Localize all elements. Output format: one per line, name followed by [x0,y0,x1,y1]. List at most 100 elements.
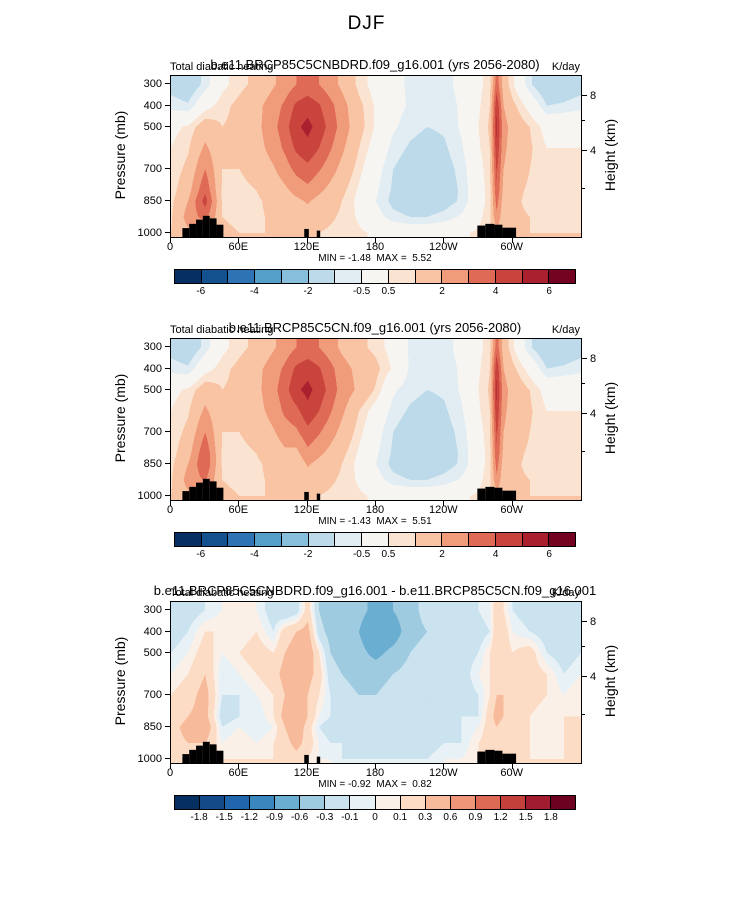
colorbar-tick-label: -4 [249,286,259,297]
y-axis-right-title: Height (km) [602,118,618,192]
lon-tick-label: 120W [428,504,458,516]
colorbar-tick-label: -0.5 [352,286,371,297]
colorbar-tick-label: 2 [439,286,445,297]
panel-title: b.e11.BRCP85C5CNBDRD.f09_g16.001 - b.e11… [153,583,597,598]
pressure-tick-label: 850 [143,457,162,470]
lon-tick-label: 180 [365,241,385,253]
pressure-tick-label: 400 [143,362,162,375]
y-axis-title: Pressure (mb) [112,373,128,463]
colorbar-segment [474,796,500,809]
lon-tick [443,763,445,769]
panel-body: Pressure (mb) Total diabatic heating K/d… [0,583,733,824]
pressure-tick-label: 500 [143,646,162,659]
height-minor-tick [581,188,585,190]
colorbar-wrap: -6 -4 -2 -0.5 0.5 2 4 6 [170,269,580,298]
pressure-tick-label: 300 [143,604,162,617]
pressure-tick [165,388,171,390]
colorbar-segment [175,533,201,546]
pressure-tick [165,757,171,759]
colorbar-segment [280,270,308,283]
pressure-tick-label: 400 [143,99,162,112]
lon-tick-label: 0 [166,504,174,516]
field-label: Total diabatic heating [170,324,274,336]
x-axis-labels: 0 60E 120E 180 120W 60W [166,501,580,516]
height-tick [581,150,587,152]
heatmap-canvas [171,602,581,763]
colorbar-labels: -6 -4 -2 -0.5 0.5 2 4 6 [174,548,576,561]
y-axis-right-title: Height (km) [602,381,618,455]
pressure-tick [165,346,171,348]
subtitle-row: Total diabatic heating K/day [170,57,580,75]
lon-tick-label: 120E [293,241,320,253]
colorbar-segment [387,533,415,546]
pressure-tick [165,651,171,653]
colorbar-segment [274,796,300,809]
height-minor-tick [581,119,585,121]
colorbar-tick-label: -0.5 [352,549,371,560]
colorbar-tick-label: -1.8 [190,812,208,823]
pressure-tick [165,494,171,496]
colorbar-segment [521,270,549,283]
pressure-tick [165,431,171,433]
pressure-tick [165,609,171,611]
colorbar-segment [414,533,442,546]
height-tick-label: 4 [590,408,597,421]
panel-title: b.e11.BRCP85C5CN.f09_g16.001 (yrs 2056-2… [228,320,522,335]
lon-tick-label: 120W [428,767,458,779]
heatmap-canvas [171,339,581,500]
height-tick-label: 4 [590,145,597,158]
colorbar-tick-label: -6 [196,549,206,560]
lon-tick [238,500,240,506]
panel-difference: b.e11.BRCP85C5CNBDRD.f09_g16.001 - b.e11… [0,583,733,824]
lon-tick-label: 120W [428,241,458,253]
colorbar-tick-label: 1.2 [493,812,508,823]
lon-tick-label: 180 [365,504,385,516]
pressure-tick [165,125,171,127]
colorbar-segment [441,533,469,546]
lon-tick [375,237,376,243]
lon-tick [306,763,308,769]
colorbar-labels: -6 -4 -2 -0.5 0.5 2 4 6 [174,285,576,298]
pressure-tick-label: 850 [143,194,162,207]
colorbar-segment [175,270,201,283]
pressure-tick-label: 300 [143,78,162,91]
colorbar-segment [524,796,550,809]
colorbar-tick-label: -0.9 [265,812,284,823]
lon-tick-label: 60W [500,241,523,253]
colorbar-segment [349,796,375,809]
colorbar-tick-label: 6 [546,286,552,297]
height-minor-tick [581,714,585,716]
colorbar-tick-label: 0.5 [381,286,396,297]
lon-tick-label: 0 [166,241,174,253]
left-axis: Pressure (mb) [0,583,170,824]
colorbar-segment [494,270,522,283]
lon-tick [511,237,513,243]
y-axis-right-title: Height (km) [602,644,618,718]
height-tick-label: 8 [590,616,597,629]
colorbar-tick-label: 1.5 [518,812,533,823]
height-tick [581,358,587,360]
colorbar-segment [549,796,575,809]
right-axis: Height (km) [580,57,733,298]
right-axis: Height (km) [580,583,733,824]
pressure-tick-label: 700 [143,163,162,176]
colorbar-tick-label: -0.6 [291,812,309,823]
colorbar-tick-label: -1.2 [240,812,258,823]
colorbar-segment [387,270,415,283]
subtitle-row: Total diabatic heating K/day [170,583,580,601]
plot-column: Total diabatic heating K/day 300 400 500 70… [138,320,597,561]
panel-cn: b.e11.BRCP85C5CN.f09_g16.001 (yrs 2056-2… [0,320,733,561]
lon-tick [238,763,240,769]
colorbar-tick-label: 0.1 [393,812,408,823]
lon-tick [375,763,376,769]
height-tick [581,676,587,678]
field-label: Total diabatic heating [170,61,274,73]
y-axis-title: Pressure (mb) [112,110,128,200]
colorbar-segment [334,270,362,283]
colorbar-tick-label: 4 [492,549,499,560]
left-axis: Pressure (mb) [0,57,170,298]
height-minor-tick [581,382,585,384]
colorbar-segment [494,533,522,546]
colorbar-segment [307,270,335,283]
plot-area: 300 400 500 700 850 1000 8 4 [138,75,596,243]
